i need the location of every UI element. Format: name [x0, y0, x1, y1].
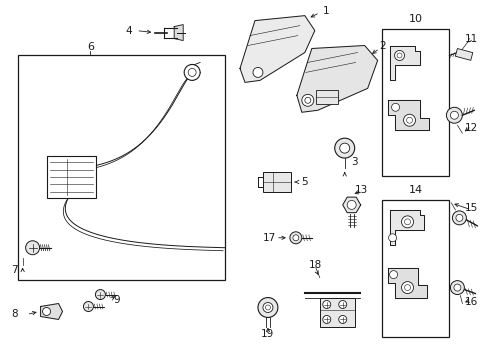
Circle shape	[401, 282, 414, 293]
Bar	[263, 172, 291, 192]
Text: 13: 13	[355, 185, 368, 195]
Circle shape	[258, 298, 278, 318]
Circle shape	[339, 315, 347, 323]
Circle shape	[454, 284, 461, 291]
Bar	[382, 28, 449, 176]
Text: 5: 5	[301, 177, 308, 187]
Circle shape	[335, 138, 355, 158]
Polygon shape	[388, 268, 427, 298]
Circle shape	[456, 214, 463, 221]
Circle shape	[263, 302, 273, 312]
Text: 2: 2	[379, 41, 386, 50]
Text: 12: 12	[465, 123, 478, 133]
Text: 1: 1	[322, 6, 329, 15]
Circle shape	[446, 107, 463, 123]
Bar	[18, 55, 225, 280]
Circle shape	[323, 315, 331, 323]
Circle shape	[401, 216, 414, 228]
Polygon shape	[174, 24, 183, 41]
Circle shape	[96, 289, 105, 300]
Circle shape	[184, 64, 200, 80]
Polygon shape	[343, 197, 361, 213]
Bar	[455, 49, 473, 60]
Bar	[47, 156, 97, 198]
Circle shape	[25, 241, 40, 255]
Circle shape	[290, 232, 302, 244]
Text: 11: 11	[465, 33, 478, 44]
Circle shape	[323, 301, 331, 309]
Text: 19: 19	[261, 329, 274, 339]
Circle shape	[404, 114, 416, 126]
Circle shape	[450, 280, 465, 294]
Circle shape	[293, 235, 299, 241]
Circle shape	[302, 94, 314, 106]
Circle shape	[390, 271, 397, 279]
Text: 7: 7	[11, 265, 18, 275]
Bar	[320, 298, 355, 328]
Bar	[316, 90, 338, 104]
Circle shape	[83, 302, 94, 311]
Text: 18: 18	[309, 260, 322, 270]
Circle shape	[339, 301, 347, 309]
Circle shape	[43, 307, 50, 315]
Circle shape	[450, 111, 458, 119]
Polygon shape	[41, 303, 63, 319]
Circle shape	[340, 143, 350, 153]
Circle shape	[452, 211, 466, 225]
Polygon shape	[240, 15, 315, 82]
Circle shape	[389, 234, 396, 242]
Text: 15: 15	[465, 203, 478, 213]
Circle shape	[394, 50, 405, 60]
Text: 8: 8	[11, 310, 18, 319]
Circle shape	[392, 103, 399, 111]
Text: 10: 10	[409, 14, 422, 24]
Polygon shape	[390, 45, 419, 80]
Circle shape	[253, 67, 263, 77]
Text: 9: 9	[113, 294, 120, 305]
Text: 4: 4	[125, 26, 132, 36]
Polygon shape	[388, 100, 429, 130]
Text: 17: 17	[263, 233, 276, 243]
Polygon shape	[390, 210, 424, 245]
Text: 6: 6	[87, 41, 94, 51]
Bar	[382, 200, 449, 337]
Polygon shape	[297, 45, 378, 112]
Circle shape	[347, 201, 356, 210]
Text: 16: 16	[465, 297, 478, 306]
Text: 3: 3	[351, 157, 358, 167]
Text: 14: 14	[409, 185, 422, 195]
